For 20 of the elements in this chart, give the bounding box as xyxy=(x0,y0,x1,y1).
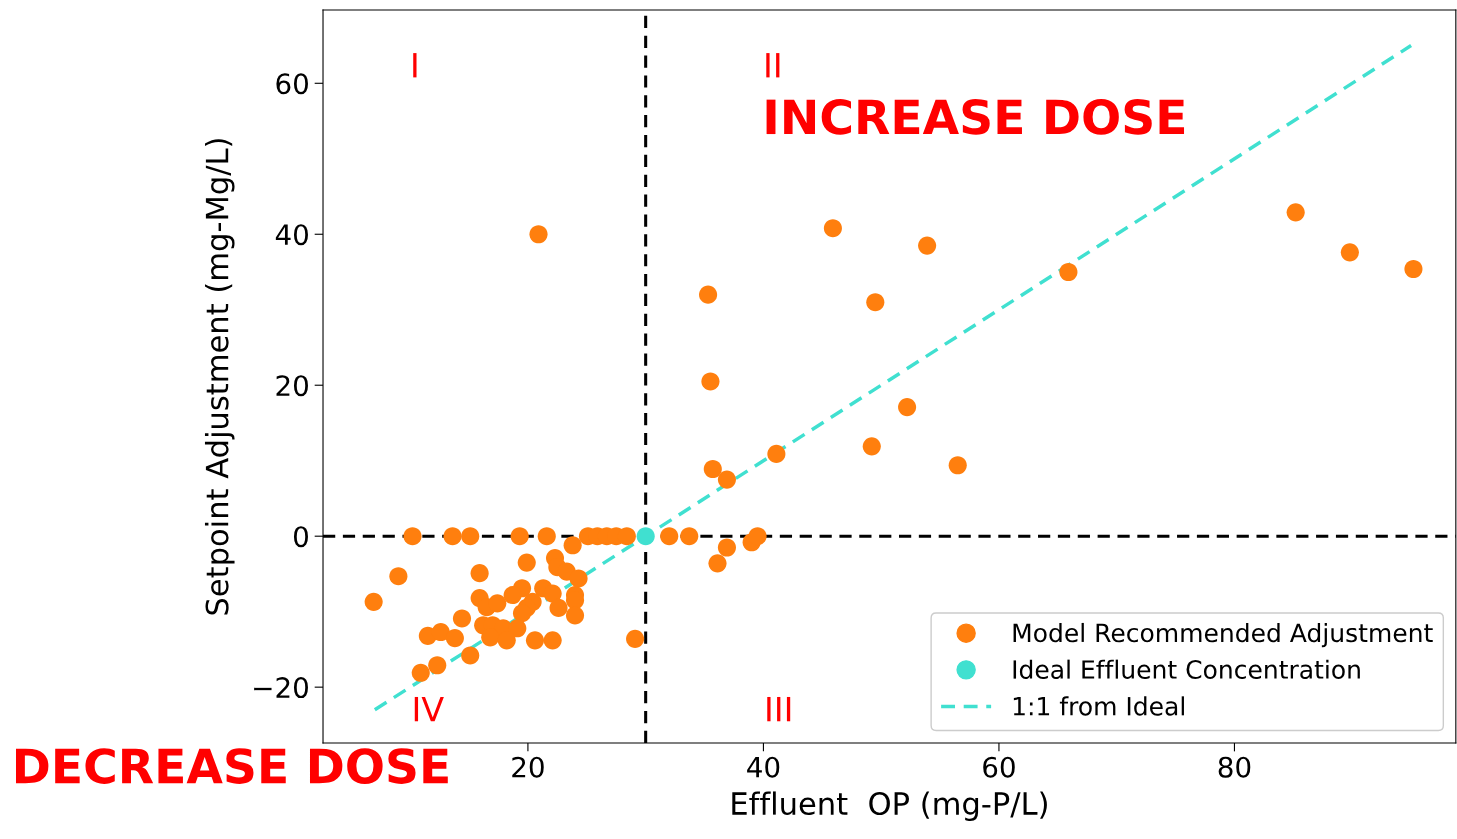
legend-label: Ideal Effluent Concentration xyxy=(1013,659,1360,679)
y-tick-label: −20 xyxy=(254,677,308,699)
y-axis-title: Setpoint Adjustment (mg-Mg/L) xyxy=(204,139,235,615)
y-tick-label: 20 xyxy=(276,375,308,397)
annotation: INCREASE DOSE xyxy=(766,99,1185,135)
annotation: IV xyxy=(414,696,444,722)
x-tick-label: 80 xyxy=(1218,756,1251,778)
legend-label: Model Recommended Adjustment xyxy=(1013,622,1433,648)
annotation: III xyxy=(767,696,791,722)
x-axis-title: Effluent OP (mg-P/L) xyxy=(732,791,1047,821)
annotation: II xyxy=(766,53,780,78)
legend-label: 1:1 from Ideal xyxy=(1013,696,1184,716)
text: DECREASE DOSE xyxy=(15,748,448,784)
x-tick-label: 60 xyxy=(983,756,1015,778)
y-tick-label: 40 xyxy=(275,224,308,246)
x-tick-label: 20 xyxy=(512,756,544,778)
y-tick-label: 0 xyxy=(293,526,308,548)
x-tick-label: 40 xyxy=(747,756,780,778)
annotation: I xyxy=(413,53,417,78)
y-tick-label: 60 xyxy=(276,73,308,95)
